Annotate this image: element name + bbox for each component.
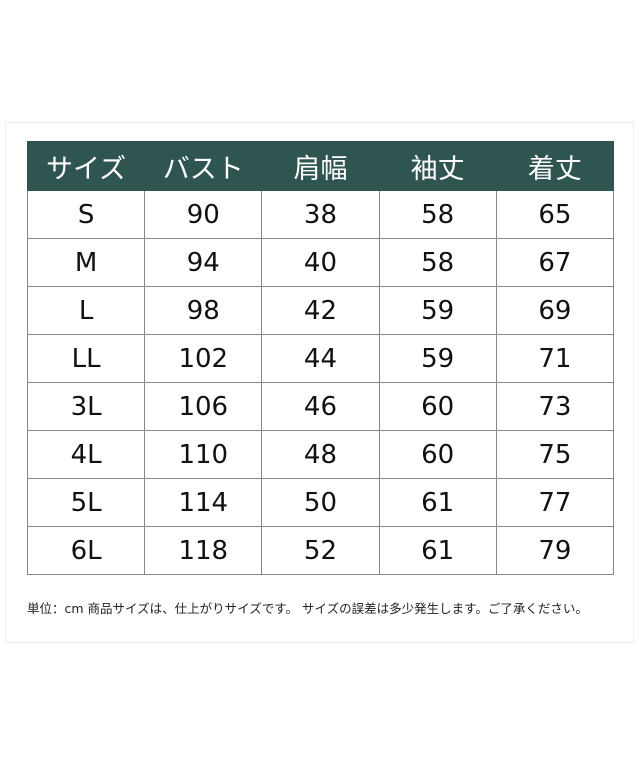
table-cell: 106 (144, 382, 263, 431)
table-cell: S (26, 190, 146, 239)
table-cell: 48 (261, 430, 380, 479)
table-cell: 4L (26, 430, 146, 479)
table-cell: 110 (144, 430, 263, 479)
table-cell: 6L (26, 526, 146, 575)
table-cell: 90 (144, 190, 263, 239)
table-cell: 69 (495, 286, 615, 335)
table-cell: 102 (144, 334, 263, 383)
table-cell: 61 (378, 478, 497, 527)
table-row: M 94 40 58 67 (26, 238, 615, 287)
table-cell: 3L (26, 382, 146, 431)
header-row: サイズ バスト 肩幅 袖丈 着丈 (26, 141, 615, 191)
column-header: 袖丈 (378, 141, 497, 191)
size-note: 単位：cm 商品サイズは、仕上がりサイズです。 サイズの誤差は多少発生します。ご… (27, 601, 588, 616)
table-row: S 90 38 58 65 (26, 190, 615, 239)
table-cell: L (26, 286, 146, 335)
table-cell: 98 (144, 286, 263, 335)
table-cell: 5L (26, 478, 146, 527)
table-cell: 77 (495, 478, 615, 527)
table-row: L 98 42 59 69 (26, 286, 615, 335)
table-row: 4L 110 48 60 75 (26, 430, 615, 479)
column-header: バスト (144, 141, 263, 191)
table-cell: 38 (261, 190, 380, 239)
table-cell: LL (26, 334, 146, 383)
table-cell: 60 (378, 430, 497, 479)
table-row: LL 102 44 59 71 (26, 334, 615, 383)
table-cell: 71 (495, 334, 615, 383)
table-cell: M (26, 238, 146, 287)
table-cell: 60 (378, 382, 497, 431)
table-row: 5L 114 50 61 77 (26, 478, 615, 527)
table-cell: 61 (378, 526, 497, 575)
table-row: 6L 118 52 61 79 (26, 526, 615, 575)
table-cell: 94 (144, 238, 263, 287)
table-row: 3L 106 46 60 73 (26, 382, 615, 431)
table-cell: 118 (144, 526, 263, 575)
table-cell: 58 (378, 238, 497, 287)
table-cell: 79 (495, 526, 615, 575)
table-cell: 52 (261, 526, 380, 575)
table-cell: 50 (261, 478, 380, 527)
table-cell: 42 (261, 286, 380, 335)
table-cell: 67 (495, 238, 615, 287)
column-header: 着丈 (495, 141, 615, 191)
column-header: サイズ (26, 141, 146, 191)
table-cell: 44 (261, 334, 380, 383)
table-cell: 73 (495, 382, 615, 431)
table-cell: 59 (378, 334, 497, 383)
table-cell: 114 (144, 478, 263, 527)
table-cell: 40 (261, 238, 380, 287)
size-chart-panel (5, 122, 634, 643)
table-cell: 75 (495, 430, 615, 479)
table-cell: 59 (378, 286, 497, 335)
size-chart-table: サイズ バスト 肩幅 袖丈 着丈 S 90 38 58 65 M 94 40 58 67 L 98 42 59 69… (26, 141, 615, 575)
table-cell: 46 (261, 382, 380, 431)
column-header: 肩幅 (261, 141, 380, 191)
table-cell: 65 (495, 190, 615, 239)
table-cell: 58 (378, 190, 497, 239)
